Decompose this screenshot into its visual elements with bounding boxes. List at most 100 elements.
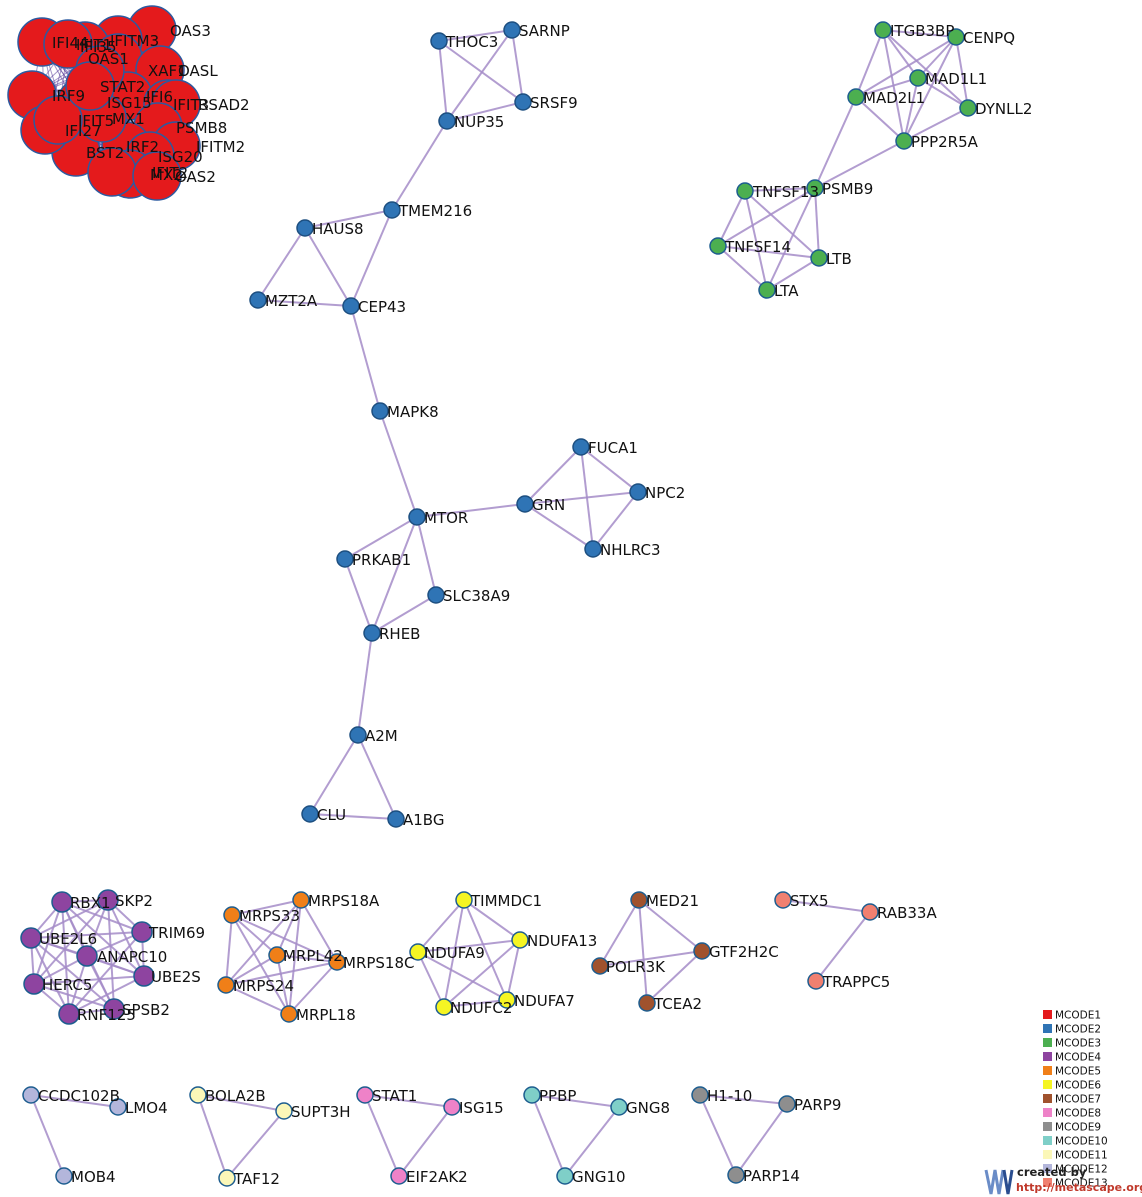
node-rnf125[interactable] xyxy=(58,1003,80,1025)
legend-label-mcode3: MCODE3 xyxy=(1055,1038,1101,1050)
node-ndufc2[interactable] xyxy=(435,998,453,1016)
node-mrps18c[interactable] xyxy=(328,953,346,971)
node-h1-10[interactable] xyxy=(691,1086,709,1104)
node-grn[interactable] xyxy=(516,495,534,513)
node-rab33a[interactable] xyxy=(861,903,879,921)
node-gng8[interactable] xyxy=(610,1098,628,1116)
node-ifit5[interactable] xyxy=(33,95,83,145)
legend-swatch-mcode11 xyxy=(1043,1150,1052,1159)
edge-PSMB9-LTB xyxy=(814,187,820,259)
node-gng10[interactable] xyxy=(556,1167,574,1185)
edge-NPC2-NHLRC3 xyxy=(592,491,639,550)
node-cep43[interactable] xyxy=(342,297,360,315)
node-mad1l1[interactable] xyxy=(909,69,927,87)
node-cenpq[interactable] xyxy=(947,28,965,46)
node-dynll2[interactable] xyxy=(959,99,977,117)
credit-link[interactable]: http://metascape.org xyxy=(1016,1181,1142,1194)
node-stat2[interactable] xyxy=(65,61,115,111)
node-lmo4[interactable] xyxy=(109,1098,127,1116)
node-label-ltb: LTB xyxy=(826,250,852,268)
node-mrpl42[interactable] xyxy=(268,946,286,964)
node-label-grn: GRN xyxy=(532,496,565,514)
node-label-gng8: GNG8 xyxy=(626,1099,670,1117)
node-stat1[interactable] xyxy=(356,1086,374,1104)
node-slc38a9[interactable] xyxy=(427,586,445,604)
node-ndufa13[interactable] xyxy=(511,931,529,949)
node-ccdc102b[interactable] xyxy=(22,1086,40,1104)
node-ppbp[interactable] xyxy=(523,1086,541,1104)
node-psmb9[interactable] xyxy=(806,179,824,197)
edge-SKP2-UBE2L6 xyxy=(30,899,109,939)
node-stx5[interactable] xyxy=(774,891,792,909)
node-supt3h[interactable] xyxy=(275,1102,293,1120)
node-mapk8[interactable] xyxy=(371,402,389,420)
node-ppp2r5a[interactable] xyxy=(895,132,913,150)
node-mrps18a[interactable] xyxy=(292,891,310,909)
node-label-bst2: BST2 xyxy=(86,144,124,162)
node-ltb[interactable] xyxy=(810,249,828,267)
edge-TRIM69-UBE2L6 xyxy=(30,931,143,939)
node-med21[interactable] xyxy=(630,891,648,909)
node-ndufa9[interactable] xyxy=(409,943,427,961)
node-isg15[interactable] xyxy=(443,1098,461,1116)
node-fuca1[interactable] xyxy=(572,438,590,456)
node-taf12[interactable] xyxy=(218,1169,236,1187)
node-timmdc1[interactable] xyxy=(455,891,473,909)
node-ube2l6[interactable] xyxy=(20,927,42,949)
node-mob4[interactable] xyxy=(55,1167,73,1185)
edge-MRPS18C-MRPS24 xyxy=(225,961,338,986)
node-mtor[interactable] xyxy=(408,508,426,526)
node-itgb3bp[interactable] xyxy=(874,21,892,39)
legend-swatch-mcode3 xyxy=(1043,1038,1052,1047)
node-tcea2[interactable] xyxy=(638,994,656,1012)
node-prkab1[interactable] xyxy=(336,550,354,568)
edge-GNG8-GNG10 xyxy=(564,1106,620,1177)
node-srsf9[interactable] xyxy=(514,93,532,111)
node-parp9[interactable] xyxy=(778,1095,796,1113)
node-label-ifi6: IFI6 xyxy=(146,88,173,106)
node-clu[interactable] xyxy=(301,805,319,823)
node-mrpl18[interactable] xyxy=(280,1005,298,1023)
edge-MZT2A-CEP43 xyxy=(257,299,352,307)
node-lta[interactable] xyxy=(758,281,776,299)
node-thoc3[interactable] xyxy=(430,32,448,50)
node-mzt2a[interactable] xyxy=(249,291,267,309)
node-nup35[interactable] xyxy=(438,112,456,130)
node-parp14[interactable] xyxy=(727,1166,745,1184)
node-mrps33[interactable] xyxy=(223,906,241,924)
node-nhlrc3[interactable] xyxy=(584,540,602,558)
node-tmem216[interactable] xyxy=(383,201,401,219)
node-trim69[interactable] xyxy=(131,921,153,943)
node-rheb[interactable] xyxy=(363,624,381,642)
node-spsb2[interactable] xyxy=(103,998,125,1020)
node-oas2[interactable] xyxy=(132,151,182,201)
node-eif2ak2[interactable] xyxy=(390,1167,408,1185)
node-bola2b[interactable] xyxy=(189,1086,207,1104)
node-trappc5[interactable] xyxy=(807,972,825,990)
node-mrps24[interactable] xyxy=(217,976,235,994)
edge-MED21-TCEA2 xyxy=(638,899,648,1004)
legend-swatch-mcode7 xyxy=(1043,1094,1052,1103)
node-gtf2h2c[interactable] xyxy=(693,942,711,960)
node-npc2[interactable] xyxy=(629,483,647,501)
node-mad2l1[interactable] xyxy=(847,88,865,106)
node-herc5[interactable] xyxy=(23,973,45,995)
node-sarnp[interactable] xyxy=(503,21,521,39)
node-a1bg[interactable] xyxy=(387,810,405,828)
node-rbx1[interactable] xyxy=(51,891,73,913)
edge-GRN-NPC2 xyxy=(524,491,639,505)
node-tnfsf14[interactable] xyxy=(709,237,727,255)
node-ube2s[interactable] xyxy=(133,965,155,987)
node-a2m[interactable] xyxy=(349,726,367,744)
node-haus8[interactable] xyxy=(296,219,314,237)
edge-MRPS18A-MRPS33 xyxy=(231,899,302,916)
node-polr3k[interactable] xyxy=(591,957,609,975)
node-label-mtor: MTOR xyxy=(424,509,468,527)
edge-STX5-RAB33A xyxy=(782,899,871,913)
node-skp2[interactable] xyxy=(97,889,119,911)
node-anapc10[interactable] xyxy=(76,945,98,967)
node-ndufa7[interactable] xyxy=(498,991,516,1009)
node-label-taf12: TAF12 xyxy=(233,1170,280,1188)
node-tnfsf13[interactable] xyxy=(736,182,754,200)
